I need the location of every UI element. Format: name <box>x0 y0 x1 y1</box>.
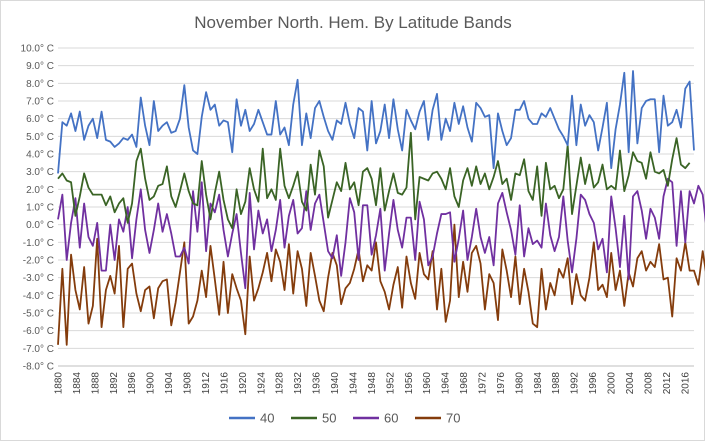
legend-label-50: 50 <box>322 411 336 426</box>
x-tick-label: 1880 <box>54 372 65 395</box>
x-tick-label: 1940 <box>330 372 341 395</box>
x-tick-label: 1996 <box>588 372 599 395</box>
y-tick-label: 6.0° C <box>26 114 54 125</box>
x-tick-label: 1900 <box>146 372 157 395</box>
x-tick-label: 1948 <box>367 372 378 395</box>
y-tick-label: 2.0° C <box>26 185 54 196</box>
y-tick-label: -5.0° C <box>23 309 54 320</box>
x-tick-label: 1952 <box>385 372 396 395</box>
y-tick-label: 9.0° C <box>26 61 54 72</box>
legend-label-40: 40 <box>260 411 274 426</box>
x-tick-label: 1908 <box>183 372 194 395</box>
x-tick-label: 1892 <box>109 372 120 395</box>
y-tick-label: -3.0° C <box>23 273 54 284</box>
x-tick-label: 1980 <box>514 372 525 395</box>
x-tick-label: 1944 <box>348 372 359 395</box>
x-tick-label: 1968 <box>459 372 470 395</box>
x-tick-label: 1988 <box>551 372 562 395</box>
y-tick-label: 3.0° C <box>26 167 54 178</box>
y-tick-label: -6.0° C <box>23 326 54 337</box>
y-axis-tick-labels: -8.0° C -7.0° C -6.0° C -5.0° C -4.0° C -3.0°… <box>21 44 54 373</box>
x-tick-label: 1896 <box>127 372 138 395</box>
x-tick-label: 1932 <box>293 372 304 395</box>
x-tick-label: 1888 <box>90 372 101 395</box>
y-tick-label: 8.0° C <box>26 79 54 90</box>
x-tick-label: 1956 <box>404 372 415 395</box>
legend-label-60: 60 <box>384 411 398 426</box>
x-axis-tick-labels: 1880 1884 1888 1892 1896 1900 1904 1908 1912 1916… <box>54 372 692 395</box>
y-tick-label: 5.0° C <box>26 132 54 143</box>
x-tick-label: 1936 <box>312 372 323 395</box>
x-tick-label: 1984 <box>533 372 544 395</box>
y-tick-label: -1.0° C <box>23 238 54 249</box>
x-tick-label: 1884 <box>72 372 83 395</box>
x-tick-label: 1964 <box>441 372 452 395</box>
y-tick-label: -4.0° C <box>23 291 54 302</box>
x-tick-label: 1920 <box>238 372 249 395</box>
y-tick-label: 0.0° C <box>26 220 54 231</box>
x-tick-label: 2004 <box>625 372 636 395</box>
y-tick-label: -7.0° C <box>23 344 54 355</box>
series-line-60 <box>57 177 705 290</box>
x-tick-label: 2000 <box>607 372 618 395</box>
x-tick-label: 1976 <box>496 372 507 395</box>
x-tick-label: 1924 <box>256 372 267 395</box>
x-tick-label: 1912 <box>201 372 212 395</box>
chart-title: November North. Hem. By Latitude Bands <box>194 13 511 32</box>
y-tick-label: -2.0° C <box>23 256 54 267</box>
x-tick-label: 2016 <box>680 372 691 395</box>
y-tick-label: 7.0° C <box>26 97 54 108</box>
x-tick-label: 1904 <box>164 372 175 395</box>
x-tick-label: 1928 <box>275 372 286 395</box>
x-tick-label: 2012 <box>662 372 673 395</box>
legend: 40 50 60 70 <box>229 411 460 426</box>
y-tick-label: -8.0° C <box>23 362 54 373</box>
series-line-50 <box>57 131 691 230</box>
series-line-70 <box>57 223 705 346</box>
x-tick-label: 1992 <box>570 372 581 395</box>
series-line-40 <box>57 70 695 174</box>
y-tick-label: 1.0° C <box>26 203 54 214</box>
x-tick-label: 1972 <box>478 372 489 395</box>
x-tick-label: 1916 <box>219 372 230 395</box>
series-lines <box>57 70 705 346</box>
y-tick-label: 10.0° C <box>21 44 54 55</box>
legend-label-70: 70 <box>446 411 460 426</box>
y-tick-label: 4.0° C <box>26 150 54 161</box>
x-tick-label: 1960 <box>422 372 433 395</box>
x-tick-label: 2008 <box>643 372 654 395</box>
